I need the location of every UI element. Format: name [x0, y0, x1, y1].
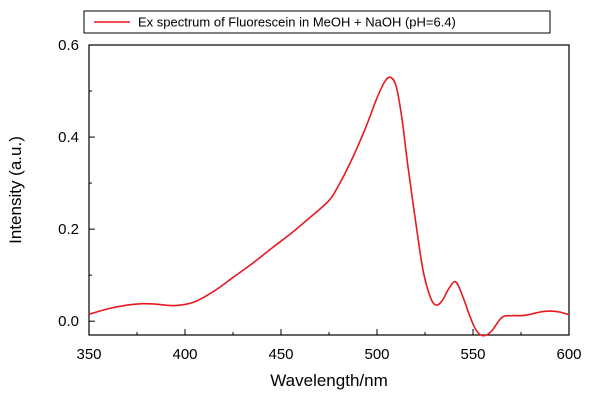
plot-frame: [88, 44, 570, 336]
x-tick-label: 600: [556, 346, 581, 363]
legend-box: [83, 10, 551, 34]
y-tick-label: 0.2: [58, 221, 79, 238]
y-axis: 0.0 0.2 0.4 0.6: [58, 37, 95, 330]
x-axis-title: Wavelength/nm: [270, 371, 387, 390]
legend: Ex spectrum of Fluorescein in MeOH + NaO…: [83, 10, 551, 34]
y-axis-title: Intensity (a.u.): [6, 136, 25, 244]
y-tick-label: 0.6: [58, 37, 79, 54]
x-axis: 350 400 450 500 550 600: [76, 329, 582, 363]
x-tick-label: 400: [172, 346, 197, 363]
x-tick-label: 450: [268, 346, 293, 363]
x-tick-label: 350: [76, 346, 101, 363]
x-tick-label: 550: [460, 346, 485, 363]
y-tick-label: 0.4: [58, 129, 79, 146]
x-tick-label: 500: [364, 346, 389, 363]
legend-label: Ex spectrum of Fluorescein in MeOH + NaO…: [138, 15, 456, 30]
y-tick-label: 0.0: [58, 313, 79, 330]
series-line-fluorescein: [88, 76, 570, 337]
